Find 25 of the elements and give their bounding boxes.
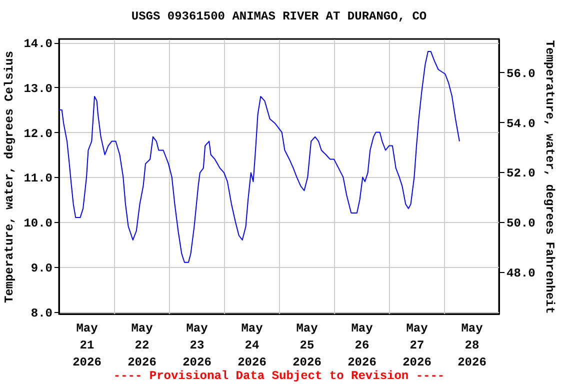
y2-tick-label: 50.0 (506, 216, 536, 230)
y-axis-title: Temperature, water, degrees Celsius (2, 50, 17, 304)
x-tick-label: May 21 2026 (72, 322, 102, 370)
x-tick-label: May 27 2026 (402, 322, 432, 370)
y2-tick-label: 54.0 (506, 116, 536, 131)
chart-title: USGS 09361500 ANIMAS RIVER AT DURANGO, CO (131, 9, 427, 24)
y2-tick-label: 48.0 (506, 266, 536, 280)
y-tick-label: 14.0 (24, 37, 52, 52)
x-tick-label: May 28 2026 (458, 322, 486, 370)
y2-tick-label: 56.0 (506, 66, 536, 81)
text: ---- Provisional Data Subject to Revision ---- (113, 369, 445, 383)
y2-tick-label: 52.0 (506, 166, 536, 181)
y-tick-label: 13.0 (24, 82, 52, 96)
y-tick-label: 10.0 (24, 216, 52, 231)
x-tick-label: May 26 2026 (348, 322, 376, 370)
y-tick-label: 9.0 (30, 261, 52, 276)
y-tick-label: 8.0 (30, 306, 52, 320)
x-tick-label: May 25 2026 (292, 322, 322, 370)
line-series (58, 51, 460, 263)
y2-axis-title: Temperature, water, degrees Fahrenheit (542, 40, 556, 314)
y-tick-label: 11.0 (24, 172, 52, 186)
x-tick-label: May 23 2026 (182, 322, 212, 370)
x-tick-label: May 22 2026 (128, 322, 156, 370)
y-tick-label: 12.0 (24, 126, 52, 141)
x-tick-label: May 24 2026 (238, 322, 266, 370)
